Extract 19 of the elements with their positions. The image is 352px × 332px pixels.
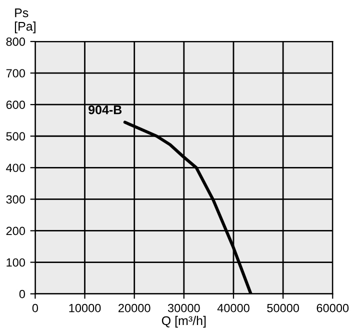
y-tick-label: 500	[6, 132, 26, 141]
x-axis-title: Q [m³/h]	[162, 316, 206, 328]
x-tick-label: 40000	[217, 304, 250, 312]
x-tick-label: 60000	[316, 304, 349, 312]
x-tick-label: 0	[32, 304, 38, 312]
x-tick-label: 20000	[118, 304, 150, 312]
y-tick-label: 400	[6, 164, 26, 172]
y-tick-label: 100	[6, 258, 26, 267]
y-tick-label: 200	[6, 226, 26, 236]
series-label: 904-B	[88, 105, 122, 114]
x-tick-label: 30000	[168, 304, 200, 312]
y-tick-label: 300	[6, 195, 26, 204]
x-tick-label: 50000	[267, 304, 300, 312]
y-tick-label: 800	[6, 38, 26, 46]
y-axis-title: Ps [Pa]	[14, 8, 36, 34]
y-tick-label: 700	[6, 69, 26, 78]
y-tick-label: 0	[19, 290, 26, 298]
x-tick-label: 10000	[69, 304, 101, 312]
y-tick-label: 600	[6, 100, 26, 109]
